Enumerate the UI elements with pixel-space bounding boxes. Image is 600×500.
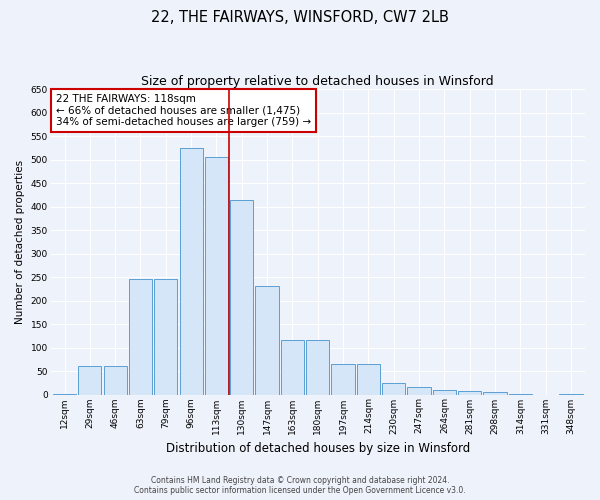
Title: Size of property relative to detached houses in Winsford: Size of property relative to detached ho… bbox=[142, 75, 494, 88]
Bar bbox=[484, 392, 507, 394]
Bar bbox=[382, 383, 406, 394]
Bar bbox=[306, 340, 329, 394]
Bar bbox=[357, 364, 380, 394]
Text: Contains HM Land Registry data © Crown copyright and database right 2024.
Contai: Contains HM Land Registry data © Crown c… bbox=[134, 476, 466, 495]
Bar bbox=[331, 364, 355, 394]
X-axis label: Distribution of detached houses by size in Winsford: Distribution of detached houses by size … bbox=[166, 442, 470, 455]
Text: 22, THE FAIRWAYS, WINSFORD, CW7 2LB: 22, THE FAIRWAYS, WINSFORD, CW7 2LB bbox=[151, 10, 449, 25]
Y-axis label: Number of detached properties: Number of detached properties bbox=[15, 160, 25, 324]
Bar bbox=[78, 366, 101, 394]
Bar bbox=[458, 391, 481, 394]
Bar bbox=[407, 388, 431, 394]
Bar bbox=[230, 200, 253, 394]
Bar bbox=[281, 340, 304, 394]
Bar bbox=[154, 280, 178, 394]
Bar bbox=[205, 158, 228, 394]
Bar bbox=[129, 280, 152, 394]
Bar bbox=[256, 286, 279, 395]
Bar bbox=[179, 148, 203, 394]
Bar bbox=[104, 366, 127, 394]
Bar bbox=[433, 390, 456, 394]
Text: 22 THE FAIRWAYS: 118sqm
← 66% of detached houses are smaller (1,475)
34% of semi: 22 THE FAIRWAYS: 118sqm ← 66% of detache… bbox=[56, 94, 311, 127]
